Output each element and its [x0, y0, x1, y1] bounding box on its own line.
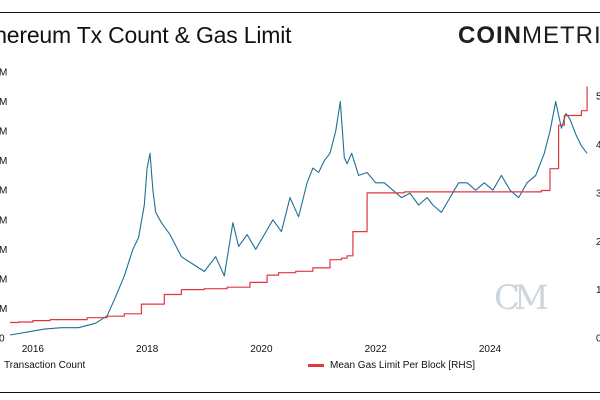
left-tick-label: M — [0, 215, 7, 226]
left-tick-label: M — [0, 97, 7, 108]
series-layer — [9, 86, 588, 336]
gas-limit-line — [10, 86, 588, 324]
x-tick-label: 2020 — [250, 344, 273, 355]
x-tick-label: 2024 — [479, 344, 502, 355]
x-tick-label: 2018 — [136, 344, 159, 355]
brand-logo-bold: COIN — [458, 22, 522, 49]
right-tick-label: 2 — [596, 237, 600, 248]
left-tick-label: M — [0, 68, 7, 79]
x-tick-label: 2022 — [365, 344, 388, 355]
legend-gas-limit-swatch — [308, 364, 324, 367]
left-tick-label: M — [0, 304, 7, 315]
legend-gas-limit: Mean Gas Limit Per Block [RHS] — [330, 360, 476, 371]
left-tick-label: M — [0, 156, 7, 167]
right-tick-label: 4 — [596, 140, 600, 151]
right-tick-label: 0 — [596, 334, 600, 345]
left-tick-label: M — [0, 274, 7, 285]
transaction-count-line — [9, 101, 588, 336]
left-tick-label: M — [0, 127, 7, 138]
right-tick-label: 1 — [596, 285, 600, 296]
chart-title: thereum Tx Count & Gas Limit — [0, 22, 292, 48]
right-tick-label: 3 — [596, 188, 600, 199]
legend-transaction-count: Transaction Count — [4, 360, 86, 371]
right-tick-label: 5 — [596, 92, 600, 103]
x-tick-label: 2016 — [22, 344, 45, 355]
right-axis: 0 1 2 3 4 5 — [596, 92, 600, 345]
left-tick-label: M — [0, 245, 7, 256]
x-axis: 2016 2018 2020 2022 2024 — [22, 344, 502, 355]
left-tick-label: 0 — [0, 334, 5, 345]
left-axis: 0 M M M M M M M M M — [0, 68, 7, 345]
watermark-logo: CM — [494, 278, 549, 318]
left-tick-label: M — [0, 186, 7, 197]
chart-frame — [0, 12, 600, 393]
